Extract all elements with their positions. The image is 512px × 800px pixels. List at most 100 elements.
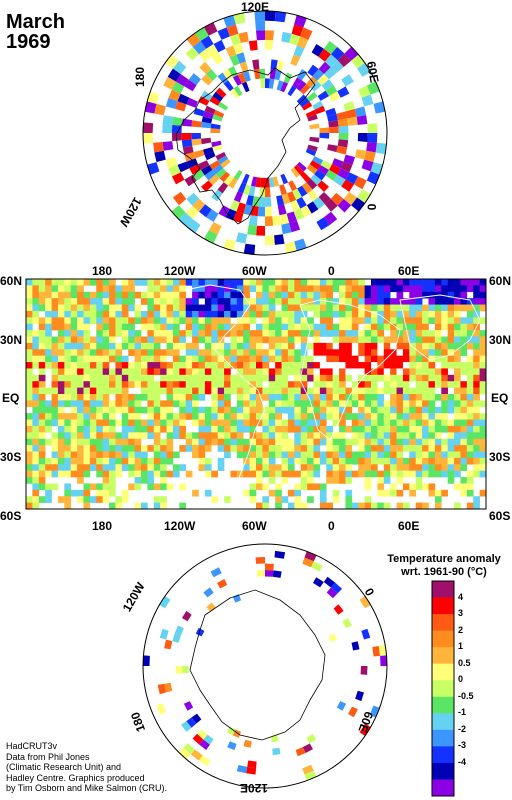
north-polar-cell (171, 205, 186, 220)
world-map-cell (447, 451, 455, 459)
world-map-cell (64, 470, 72, 478)
world-map-cell (339, 374, 346, 382)
world-map-cell (198, 432, 206, 440)
world-map-cell (307, 304, 314, 312)
world-map-cell (275, 432, 282, 440)
world-map-cell (332, 323, 340, 331)
world-map-cell (89, 438, 97, 446)
north-polar-cell (247, 224, 257, 236)
world-map-cell (77, 438, 84, 446)
north-polar-cell (265, 206, 273, 217)
north-polar-cell (237, 182, 247, 194)
world-map-cell (153, 451, 161, 459)
north-polar-cell (198, 160, 210, 170)
world-map-cell (77, 330, 84, 337)
world-map-cell (358, 432, 365, 440)
world-map-cell (415, 413, 423, 420)
world-map-cell (38, 298, 46, 305)
world-map-cell (57, 342, 65, 350)
world-map-cell (345, 336, 353, 344)
north-polar-cell (186, 97, 198, 108)
world-map-cell (332, 330, 340, 337)
world-map-cell (89, 464, 97, 471)
world-map-cell (473, 496, 480, 503)
world-map-cell (383, 445, 391, 452)
world-map-cell (294, 496, 302, 503)
world-map-cell (256, 400, 263, 408)
world-map-cell (243, 368, 250, 376)
world-map-cell (390, 451, 397, 459)
world-map-cell (345, 349, 353, 356)
world-map-cell (57, 362, 65, 369)
world-map-cell (147, 425, 155, 433)
world-map-cell (256, 368, 263, 376)
world-map-cell (319, 291, 327, 299)
world-map-cell (121, 310, 129, 318)
world-map-cell (57, 438, 65, 446)
world-map-cell (396, 413, 404, 420)
world-map-cell (473, 438, 480, 446)
world-map-cell (217, 464, 225, 471)
world-map-cell (45, 406, 52, 414)
world-map-cell (128, 298, 135, 305)
world-map-cell (96, 496, 103, 503)
world-map-cell (26, 374, 33, 382)
world-map-cell (345, 323, 353, 331)
legend-swatch (432, 614, 454, 632)
world-map-cell (26, 362, 33, 369)
world-map-cell (345, 298, 353, 305)
world-map-cell (307, 438, 314, 446)
world-map-cell (319, 425, 327, 433)
world-map-cell (57, 298, 65, 305)
world-map-cell (179, 381, 187, 388)
world-map-cell (121, 425, 129, 433)
world-map-cell (402, 336, 410, 344)
world-map-cell (83, 279, 91, 286)
north-polar-cell (274, 234, 285, 245)
world-map-cell (326, 374, 333, 382)
world-map-cell (236, 298, 244, 305)
world-map-cell (115, 502, 123, 510)
world-map-cell (45, 419, 52, 427)
world-map-cell (268, 464, 276, 471)
world-map-cell (166, 330, 174, 337)
world-map-cell (358, 394, 365, 401)
world-map-cell (268, 470, 276, 478)
world-map-cell (294, 438, 302, 446)
world-map-cell (351, 310, 359, 318)
world-map-cell (102, 470, 110, 478)
north-polar-cell (268, 78, 275, 89)
world-map-cell (45, 336, 52, 344)
world-map-cell (134, 330, 142, 337)
north-polar-cell (318, 48, 331, 62)
world-map-cell (109, 342, 116, 350)
world-map-cell (102, 425, 110, 433)
world-map-cell (26, 425, 33, 433)
world-map-cell (364, 413, 372, 420)
north-polar-cell (293, 45, 305, 58)
world-map-cell (275, 310, 282, 318)
world-map-cell (313, 400, 321, 408)
world-map-cell (371, 381, 378, 388)
world-map-cell (249, 368, 257, 376)
north-polar-cell (279, 184, 287, 196)
north-polar-cell (300, 171, 311, 183)
world-map-cell (364, 298, 372, 305)
world-map-cell (172, 291, 180, 299)
world-map-cell (204, 317, 212, 325)
world-map-cell (256, 336, 263, 344)
world-map-cell (281, 477, 289, 484)
world-map-cell (166, 394, 174, 401)
world-map-cell (57, 387, 65, 395)
world-map-cell (70, 336, 78, 344)
north-polar-cell (290, 167, 301, 178)
world-map-cell (96, 419, 103, 427)
north-polar-cell (356, 115, 368, 125)
world-map-cell (428, 374, 436, 382)
world-map-cell (307, 291, 314, 299)
world-map-cell (339, 304, 346, 312)
world-map-cell (383, 419, 391, 427)
world-map-cell (319, 457, 327, 465)
world-map-cell (38, 419, 46, 427)
north-polar-cell (201, 121, 212, 129)
